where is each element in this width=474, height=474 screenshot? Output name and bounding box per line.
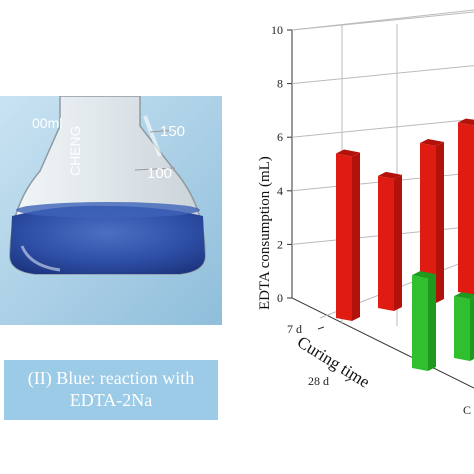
grid-horizontal <box>291 65 474 85</box>
bar <box>412 271 436 371</box>
depth-axis-label: Curing time <box>294 332 373 391</box>
depth-tick-mark <box>344 378 352 382</box>
bar-top <box>420 138 444 146</box>
flask-brand-text: CHENG <box>67 125 83 176</box>
flask-mark-150: 150 <box>160 123 185 140</box>
bar-top <box>458 118 474 126</box>
bar-front <box>336 153 352 321</box>
depth-tick-label: 7 d <box>287 322 302 336</box>
grid-horizontal <box>291 118 474 138</box>
flask-highlight <box>20 245 61 272</box>
bar-side <box>428 274 436 371</box>
bar <box>454 292 474 361</box>
caption-line-1: (II) Blue: reaction with <box>27 368 195 388</box>
flask-photo-panel: 150 100 00ml CHENG (II) Blue: reaction w… <box>0 96 222 420</box>
neck-highlight <box>143 115 162 157</box>
bar-top <box>378 171 402 179</box>
bar <box>378 171 402 311</box>
x-axis-tick-partial: C <box>463 403 471 417</box>
flask-photo: 150 100 00ml CHENG <box>0 96 222 325</box>
grid-horizontal <box>291 11 474 31</box>
bar <box>420 138 444 303</box>
y-tick-label: 6 <box>277 130 283 144</box>
bars-layer <box>336 118 474 371</box>
y-tick-label: 8 <box>277 77 283 91</box>
bar-side <box>352 152 360 321</box>
graduation-mark <box>134 167 176 171</box>
graduation-mark <box>149 129 176 133</box>
bar-front <box>412 275 428 371</box>
bar-top <box>336 149 360 157</box>
depth-axis-ticks: 7 d 28 d <box>287 322 352 388</box>
liquid-surface <box>16 202 200 218</box>
bar-front <box>378 175 394 311</box>
flask-volume-text: 00ml <box>32 115 62 131</box>
bar <box>458 118 474 295</box>
bar <box>336 149 360 321</box>
y-tick-label: 10 <box>271 23 283 37</box>
bar-top <box>412 271 436 279</box>
caption-line-2: EDTA-2Na <box>69 390 153 410</box>
bar-side <box>394 174 402 311</box>
bar-side <box>470 297 474 361</box>
flask-mark-100: 100 <box>147 165 172 182</box>
y-tick-label: 2 <box>277 237 283 251</box>
bar-front <box>458 122 474 295</box>
y-axis-label: EDTA consumption (mL) <box>257 156 273 310</box>
bar-chart-3d: 0 2 4 6 8 10 EDTA consumption (mL) 7 d 28 d Cu… <box>257 9 474 417</box>
blue-liquid <box>10 205 205 274</box>
y-tick-label: 4 <box>277 184 283 198</box>
bar-front <box>454 296 470 361</box>
y-tick-label: 0 <box>277 291 283 305</box>
photo-caption: (II) Blue: reaction with EDTA-2Na <box>4 360 218 420</box>
depth-tick-mark <box>317 326 325 330</box>
bar-front <box>420 142 436 303</box>
depth-tick-label: 28 d <box>308 374 329 388</box>
bar-side <box>436 141 444 303</box>
bar-top <box>454 292 474 300</box>
